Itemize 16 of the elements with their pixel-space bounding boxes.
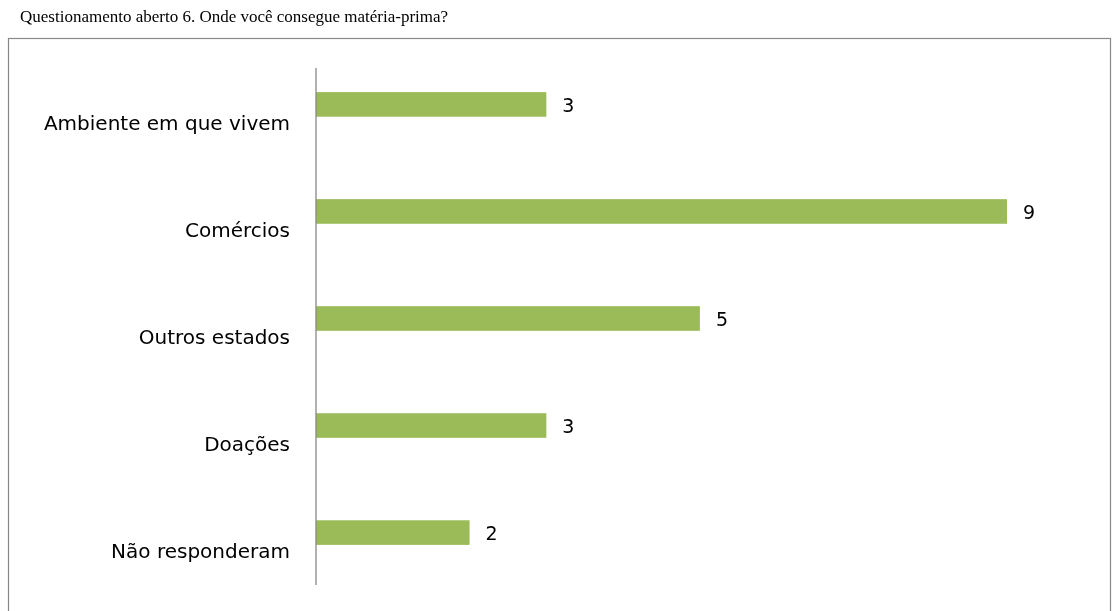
y-tick-label: Doações <box>204 432 290 457</box>
y-tick-label: Comércios <box>185 217 290 242</box>
data-label: 3 <box>562 93 575 116</box>
y-tick-label: Não responderam <box>111 539 290 564</box>
y-tick-label: Outros estados <box>138 325 290 349</box>
data-label: 5 <box>715 308 728 330</box>
y-tick-label: Ambiente em que vivem <box>43 110 290 135</box>
bar <box>316 92 547 117</box>
bar <box>316 306 700 331</box>
data-label: 9 <box>1023 200 1036 223</box>
chart-title: Questionamento aberto 6. Onde você consegue matéria-prima? <box>20 7 449 26</box>
bar <box>316 413 547 438</box>
bar <box>316 520 470 545</box>
data-label: 3 <box>562 415 575 438</box>
data-label: 2 <box>485 522 498 545</box>
bar <box>316 199 1007 224</box>
